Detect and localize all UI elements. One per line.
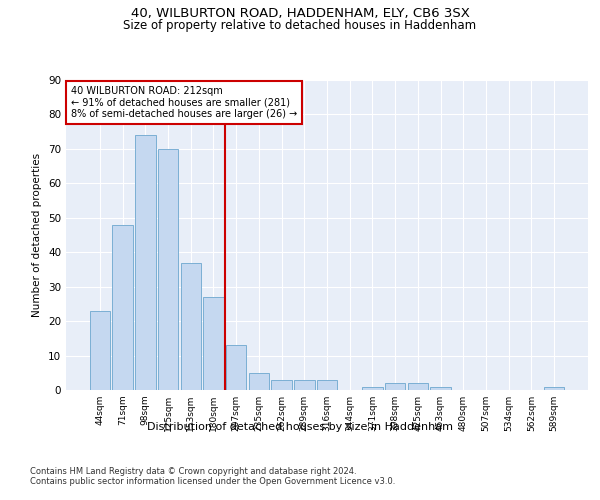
Text: Contains HM Land Registry data © Crown copyright and database right 2024.: Contains HM Land Registry data © Crown c… — [30, 467, 356, 476]
Text: Contains public sector information licensed under the Open Government Licence v3: Contains public sector information licen… — [30, 477, 395, 486]
Bar — [407, 383, 428, 390]
Text: 40 WILBURTON ROAD: 212sqm
← 91% of detached houses are smaller (281)
8% of semi-: 40 WILBURTON ROAD: 212sqm ← 91% of detac… — [71, 86, 298, 120]
Bar — [248, 373, 269, 390]
Bar — [203, 297, 224, 390]
Bar — [294, 380, 314, 390]
Bar — [112, 224, 133, 390]
Bar — [271, 380, 292, 390]
Bar — [544, 386, 564, 390]
Bar — [385, 383, 406, 390]
Bar — [362, 386, 383, 390]
Bar — [181, 262, 201, 390]
Text: Distribution of detached houses by size in Haddenham: Distribution of detached houses by size … — [147, 422, 453, 432]
Bar — [317, 380, 337, 390]
Bar — [226, 345, 247, 390]
Bar — [90, 311, 110, 390]
Bar — [158, 149, 178, 390]
Bar — [430, 386, 451, 390]
Text: 40, WILBURTON ROAD, HADDENHAM, ELY, CB6 3SX: 40, WILBURTON ROAD, HADDENHAM, ELY, CB6 … — [131, 8, 469, 20]
Y-axis label: Number of detached properties: Number of detached properties — [32, 153, 43, 317]
Text: Size of property relative to detached houses in Haddenham: Size of property relative to detached ho… — [124, 18, 476, 32]
Bar — [135, 135, 155, 390]
